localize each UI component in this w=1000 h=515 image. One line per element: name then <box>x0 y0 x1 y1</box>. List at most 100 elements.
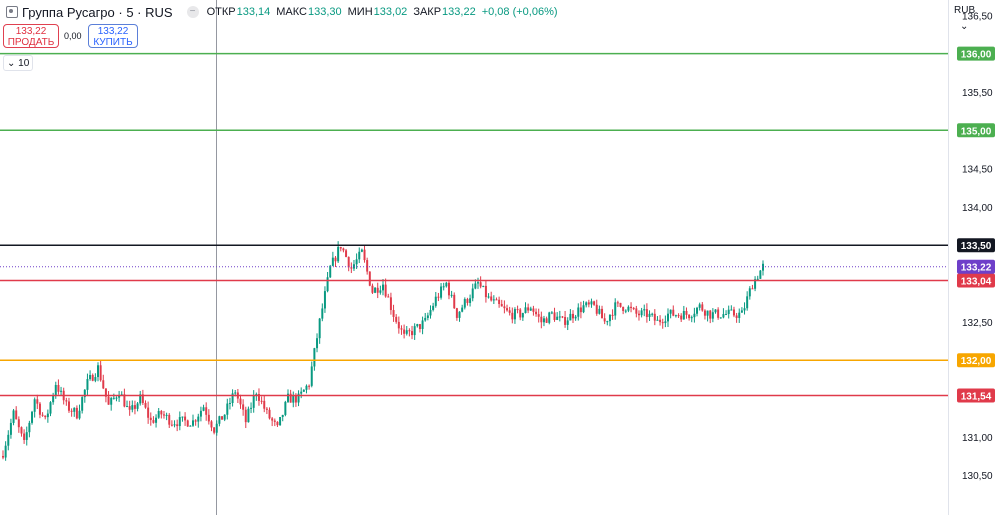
candle-body <box>627 306 630 311</box>
candle-body <box>437 296 440 298</box>
candle-body <box>389 297 392 311</box>
level-line-badge <box>957 388 995 403</box>
candle-body <box>60 390 63 392</box>
open-value: 133,14 <box>236 6 271 18</box>
candle-body <box>54 384 57 396</box>
candle-body <box>685 310 688 315</box>
candle-body <box>215 423 218 433</box>
candle-body <box>239 398 242 405</box>
candle-body <box>672 309 675 316</box>
sell-button[interactable]: 133,22 ПРОДАТЬ <box>3 24 59 48</box>
candle-body <box>447 282 450 296</box>
candle-body <box>65 400 68 402</box>
candle-body <box>374 287 377 293</box>
candle-body <box>268 409 271 419</box>
candle-body <box>405 330 408 334</box>
candle-body <box>38 403 41 415</box>
candle-body <box>331 257 334 266</box>
candle-body <box>25 432 28 440</box>
candle-body <box>727 309 730 315</box>
candle-body <box>155 417 158 423</box>
candle-body <box>601 308 604 319</box>
candle-body <box>67 401 70 411</box>
price-axis[interactable]: 130,50 131,00 132,50 134,00 134,50 135,50 136,… <box>962 11 993 482</box>
candle-body <box>279 416 282 426</box>
candle-body <box>397 321 400 329</box>
candle-body <box>271 418 274 421</box>
candle-body <box>442 286 445 288</box>
candle-body <box>698 304 701 308</box>
candle-body <box>535 311 538 315</box>
candle-body <box>308 385 311 387</box>
candle-body <box>519 309 522 318</box>
level-line-badge <box>957 123 995 138</box>
candle-body <box>387 296 390 298</box>
candle-body <box>392 310 395 317</box>
candle-body <box>352 264 355 269</box>
candle-body <box>572 313 574 319</box>
candle-body <box>197 416 200 422</box>
candle-body <box>104 388 107 397</box>
candle-body <box>503 306 506 309</box>
candle-body <box>17 419 20 428</box>
currency-selector[interactable]: RUB ⌄ <box>954 3 992 32</box>
candle-body <box>593 301 596 305</box>
candle-body <box>350 267 353 269</box>
candle-body <box>207 414 210 422</box>
candle-body <box>355 259 358 265</box>
eye-icon[interactable]: − <box>186 6 199 18</box>
candle-body <box>210 421 213 428</box>
candle-body <box>376 287 379 293</box>
candle-body <box>91 374 94 381</box>
candle-body <box>701 304 704 311</box>
candle-body <box>659 319 662 323</box>
candle-body <box>337 247 340 262</box>
candle-body <box>455 308 458 318</box>
candle-body <box>719 317 722 319</box>
candle-body <box>339 247 342 249</box>
low-value: 133,02 <box>373 6 408 18</box>
candle-body <box>141 394 144 403</box>
candle-body <box>558 316 561 318</box>
candle-body <box>500 304 503 307</box>
candle-body <box>416 324 419 327</box>
candle-body <box>635 308 638 314</box>
symbol-title[interactable]: Группа Русагро · 5 · RUS <box>22 4 173 20</box>
candle-body <box>368 271 371 286</box>
candle-body <box>722 314 725 318</box>
candle-body <box>326 277 329 292</box>
candle-body <box>595 304 598 314</box>
candle-body <box>57 384 60 392</box>
candle-body <box>97 365 99 378</box>
candle-body <box>598 308 601 314</box>
candle-body <box>112 397 115 399</box>
candle-body <box>738 312 741 318</box>
candle-body <box>165 414 168 416</box>
spread-value: 0,00 <box>64 31 82 41</box>
chart-legend: Группа Русагро · 5 · RUS − ОТКР 133,14 МА… <box>6 3 564 21</box>
candle-body <box>144 402 147 408</box>
candle-body <box>482 285 485 287</box>
buy-label: КУПИТЬ <box>93 37 133 48</box>
candle-body <box>696 307 699 314</box>
candle-body <box>99 365 102 381</box>
candle-body <box>273 420 276 422</box>
chevron-down-icon: ⌄ <box>7 58 16 69</box>
candle-body <box>162 414 165 416</box>
candle-body <box>46 413 49 418</box>
candle-body <box>366 260 369 272</box>
candle-body <box>477 282 479 284</box>
candle-body <box>735 315 738 318</box>
buy-button[interactable]: 133,22 КУПИТЬ <box>88 24 138 48</box>
candle-body <box>714 309 717 313</box>
candle-body <box>133 405 136 409</box>
candle-body <box>292 395 295 403</box>
candle-body <box>614 302 617 316</box>
candle-body <box>128 406 131 410</box>
candle-body <box>458 311 461 318</box>
candle-body <box>242 404 245 410</box>
candle-body <box>302 389 305 392</box>
candle-body <box>294 395 297 403</box>
indicators-toggle[interactable]: ⌄ 10 <box>3 55 33 71</box>
